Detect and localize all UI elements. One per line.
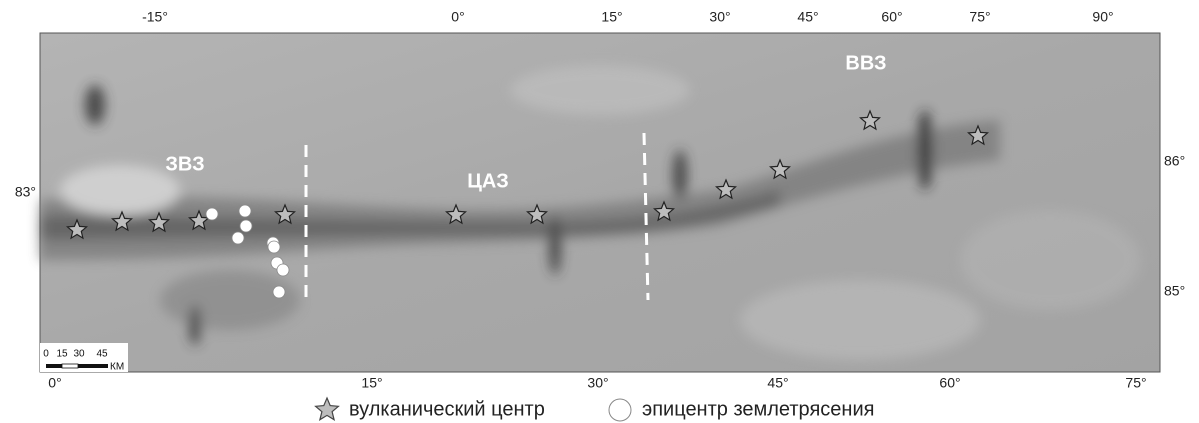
top-axis-label: 60° bbox=[881, 9, 902, 25]
scale-bar-unit: КМ bbox=[110, 362, 124, 373]
scale-bar-label: 45 bbox=[96, 349, 108, 360]
bottom-axis-label: 15° bbox=[361, 375, 382, 391]
epicenter-circle bbox=[240, 220, 252, 232]
right-axis-label: 86° bbox=[1164, 153, 1185, 169]
top-axis-label: 15° bbox=[601, 9, 622, 25]
bottom-axis-label: 60° bbox=[939, 375, 960, 391]
scale-bar-label: 30 bbox=[73, 349, 85, 360]
epicenter-circle bbox=[232, 232, 244, 244]
scale-bar-label: 0 bbox=[43, 349, 49, 360]
left-axis-label: 83° bbox=[15, 184, 36, 200]
legend-circle bbox=[609, 399, 631, 421]
zone-label: ЦАЗ bbox=[467, 170, 509, 192]
zone-label: ВВЗ bbox=[845, 52, 886, 74]
bottom-axis-label: 30° bbox=[587, 375, 608, 391]
epicenter-circle bbox=[273, 286, 285, 298]
epicenter-circle bbox=[277, 264, 289, 276]
map-figure: ЗВЗ ЦАЗ ВВЗ -15° 0° 15° 30° 45° 60° 75° 90° 0° 15… bbox=[0, 0, 1199, 423]
zone-label: ЗВЗ bbox=[165, 153, 204, 175]
top-axis-label: 0° bbox=[451, 9, 464, 25]
bottom-axis-label: 75° bbox=[1125, 375, 1146, 391]
top-axis-label: 45° bbox=[797, 9, 818, 25]
right-axis-label: 85° bbox=[1164, 283, 1185, 299]
epicenter-circle bbox=[239, 205, 251, 217]
legend-star bbox=[316, 398, 339, 420]
relief bbox=[40, 33, 1160, 372]
scale-bar-label: 15 bbox=[56, 349, 68, 360]
top-axis-label: 30° bbox=[709, 9, 730, 25]
bottom-axis-label: 45° bbox=[767, 375, 788, 391]
top-axis-label: 75° bbox=[969, 9, 990, 25]
legend-label: вулканический центр bbox=[349, 398, 545, 420]
epicenter-circle bbox=[206, 208, 218, 220]
top-axis-label: 90° bbox=[1092, 9, 1113, 25]
top-axis-label: -15° bbox=[142, 9, 168, 25]
bottom-axis-label: 0° bbox=[48, 375, 61, 391]
legend-label: эпицентр землетрясения bbox=[642, 398, 874, 420]
epicenter-circle bbox=[268, 241, 280, 253]
